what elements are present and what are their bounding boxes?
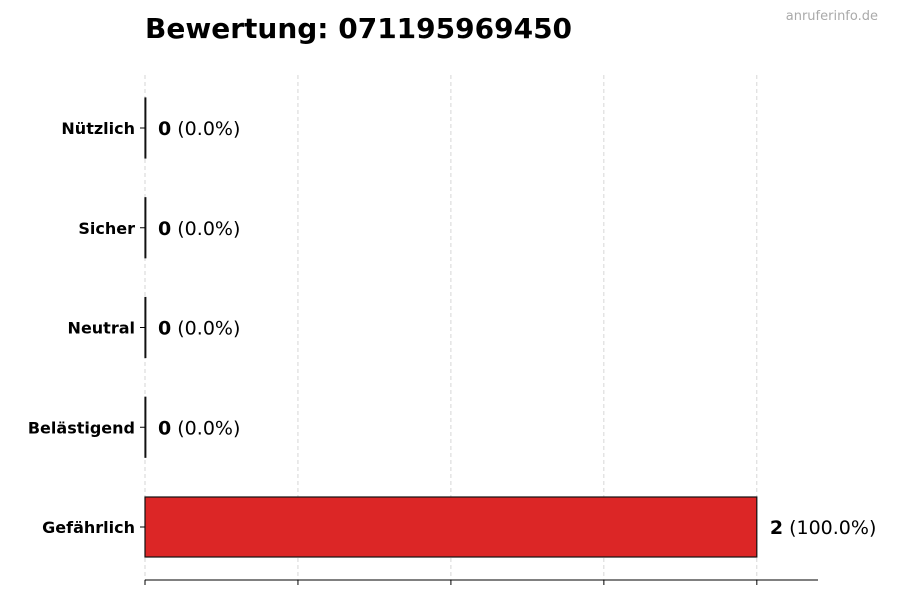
data-label: 0 (0.0%) [158, 417, 240, 439]
category-label: Gefährlich [42, 518, 135, 537]
data-label-percent: (0.0%) [171, 318, 240, 340]
chart-title: Bewertung: 071195969450 [145, 12, 573, 45]
bar-1 [144, 197, 147, 259]
category-label: Nützlich [61, 119, 135, 138]
data-label: 0 (0.0%) [158, 218, 240, 240]
data-label-percent: (100.0%) [783, 517, 876, 539]
bar-2 [144, 296, 147, 359]
data-label-count: 0 [158, 318, 171, 340]
category-label: Neutral [68, 319, 135, 338]
data-label-count: 0 [158, 118, 171, 140]
bar-4 [144, 496, 758, 558]
data-label-percent: (0.0%) [171, 218, 240, 240]
data-label-count: 2 [770, 517, 783, 539]
data-label: 2 (100.0%) [770, 517, 877, 539]
watermark: anruferinfo.de [785, 9, 878, 24]
category-label: Sicher [78, 219, 135, 238]
data-label-percent: (0.0%) [171, 118, 240, 140]
data-label: 0 (0.0%) [158, 118, 240, 140]
category-label: Belästigend [28, 418, 135, 437]
bar-0 [144, 97, 147, 159]
data-label-count: 0 [158, 218, 171, 240]
data-label-percent: (0.0%) [171, 417, 240, 439]
bar-3 [144, 396, 147, 458]
data-label: 0 (0.0%) [158, 318, 240, 340]
data-label-count: 0 [158, 417, 171, 439]
